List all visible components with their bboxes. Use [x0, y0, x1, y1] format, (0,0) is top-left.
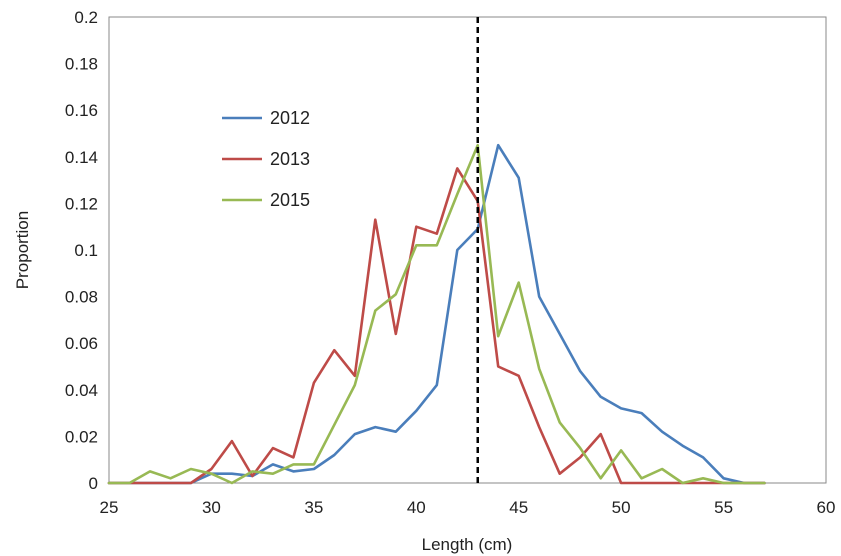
- legend: 2012 2013 2015: [222, 108, 310, 210]
- series-line-2015: [107, 143, 766, 485]
- y-tick-label: 0.02: [65, 427, 98, 446]
- y-axis: 0 0.02 0.04 0.06 0.08 0.1 0.12 0.14 0.16 0.18 0.2: [65, 8, 98, 493]
- x-tick-label: 60: [817, 498, 836, 517]
- x-tick-label: 35: [304, 498, 323, 517]
- y-tick-label: 0.18: [65, 55, 98, 74]
- y-tick-label: 0.04: [65, 381, 98, 400]
- x-axis-title: Length (cm): [422, 535, 513, 554]
- y-tick-label: 0.12: [65, 194, 98, 213]
- x-tick-label: 40: [407, 498, 426, 517]
- x-tick-label: 50: [612, 498, 631, 517]
- legend-label-2015: 2015: [270, 190, 310, 210]
- legend-label-2012: 2012: [270, 108, 310, 128]
- x-tick-label: 30: [202, 498, 221, 517]
- legend-label-2013: 2013: [270, 149, 310, 169]
- y-tick-label: 0.16: [65, 101, 98, 120]
- x-tick-label: 55: [714, 498, 733, 517]
- series-line-2013: [107, 167, 766, 485]
- y-axis-title: Proportion: [13, 211, 32, 289]
- y-tick-label: 0.2: [74, 8, 98, 27]
- y-tick-label: 0.1: [74, 241, 98, 260]
- y-tick-label: 0: [89, 474, 98, 493]
- plot-area: [108, 16, 827, 484]
- y-tick-label: 0.08: [65, 288, 98, 307]
- x-tick-label: 25: [100, 498, 119, 517]
- y-tick-label: 0.06: [65, 334, 98, 353]
- y-tick-label: 0.14: [65, 148, 98, 167]
- series-line-2012: [107, 143, 766, 485]
- series-lines: [107, 143, 766, 485]
- x-tick-label: 45: [509, 498, 528, 517]
- x-axis: 25 30 35 40 45 50 55 60: [100, 498, 836, 517]
